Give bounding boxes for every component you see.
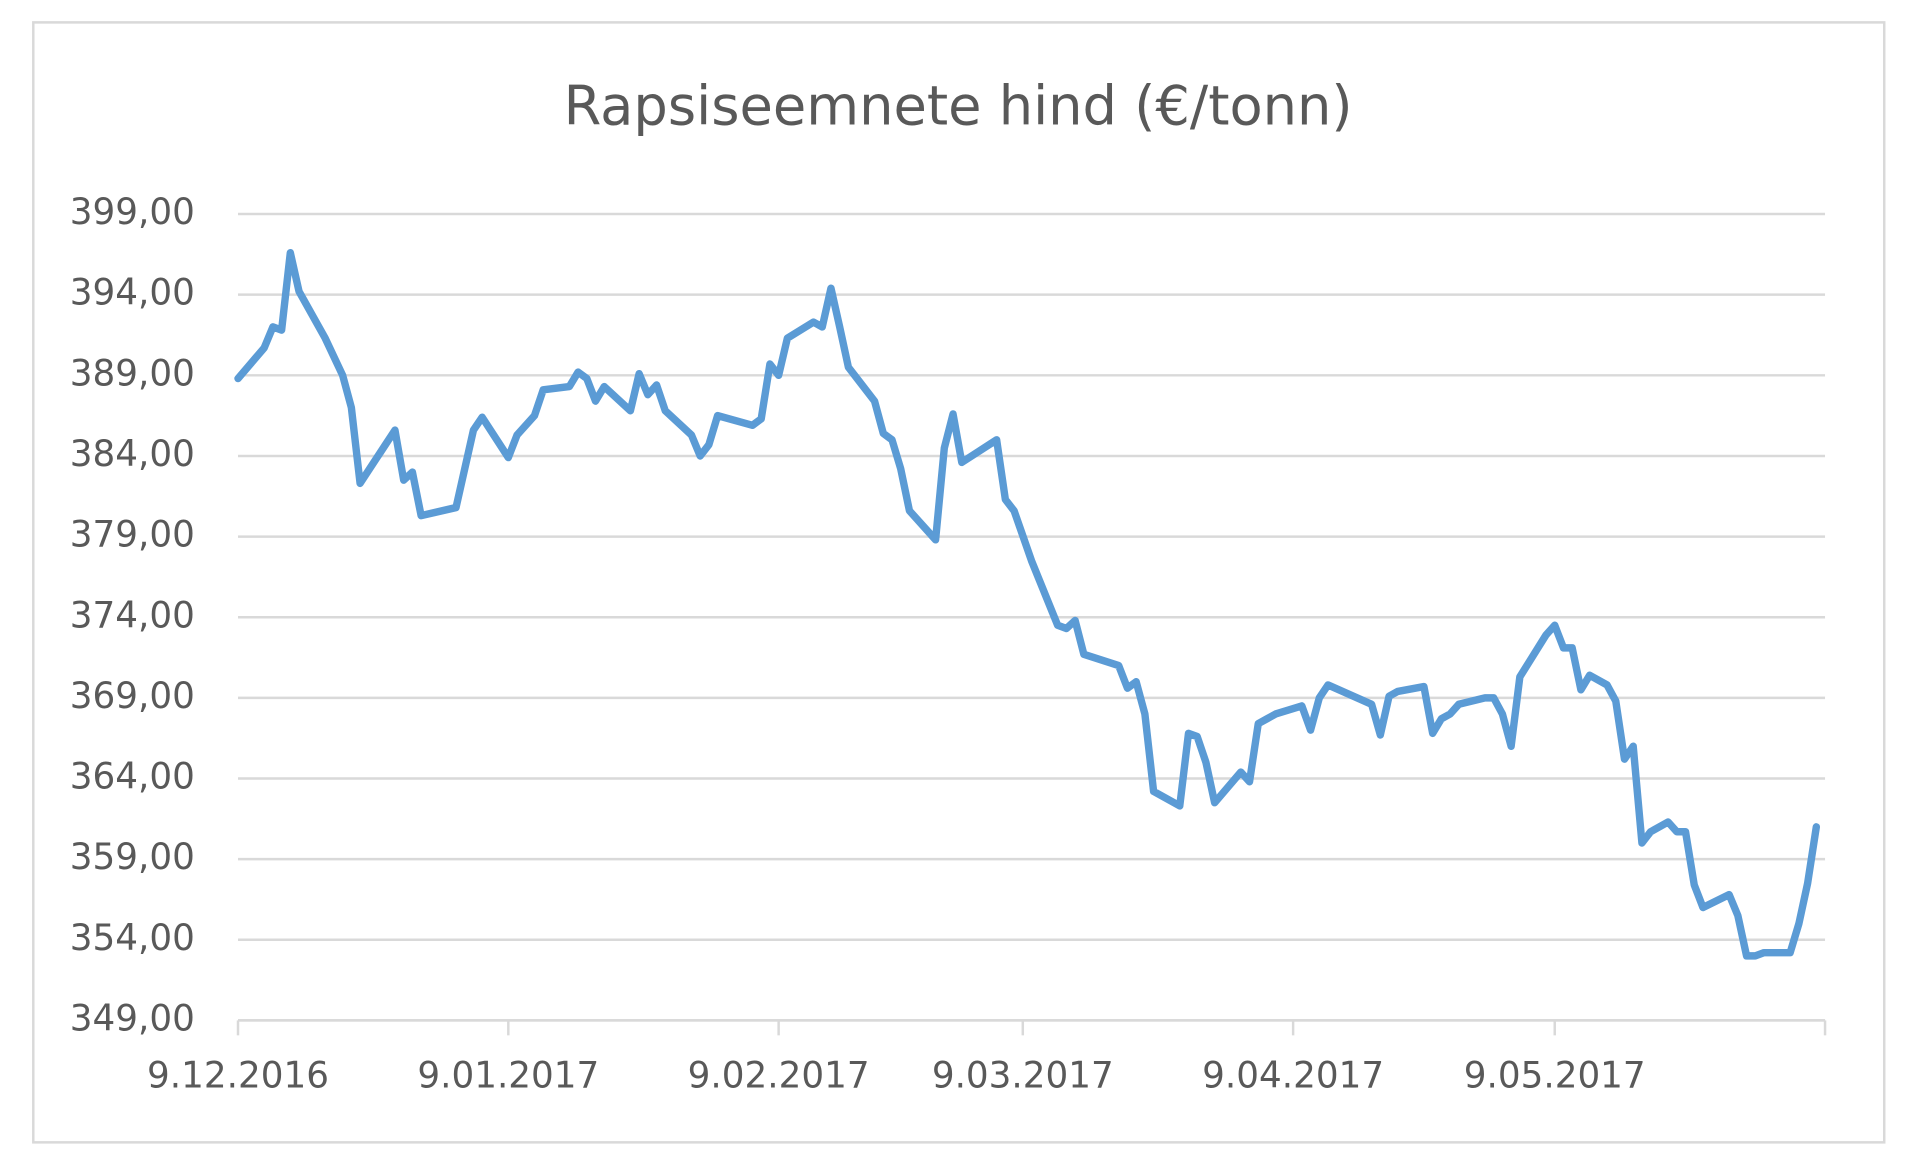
y-tick-label: 394,00 bbox=[70, 273, 195, 314]
x-tick-label: 9.05.2017 bbox=[1464, 1056, 1646, 1097]
y-tick-label: 364,00 bbox=[70, 756, 195, 797]
chart-title: Rapsiseemnete hind (€/tonn) bbox=[564, 73, 1353, 137]
y-tick-label: 389,00 bbox=[70, 353, 195, 394]
y-tick-label: 354,00 bbox=[70, 918, 195, 959]
x-tick-label: 9.02.2017 bbox=[688, 1056, 870, 1097]
chart-frame bbox=[32, 21, 1886, 1144]
line-series bbox=[234, 249, 1821, 960]
x-tick-label: 9.04.2017 bbox=[1202, 1056, 1384, 1097]
x-tick-label: 9.03.2017 bbox=[932, 1056, 1114, 1097]
y-tick-label: 359,00 bbox=[70, 837, 195, 878]
y-tick-label: 384,00 bbox=[70, 434, 195, 475]
x-tick-label: 9.12.2016 bbox=[147, 1056, 329, 1097]
y-tick-label: 399,00 bbox=[70, 192, 195, 233]
y-tick-label: 379,00 bbox=[70, 514, 195, 555]
y-tick-label: 374,00 bbox=[70, 595, 195, 636]
x-tick-label: 9.01.2017 bbox=[417, 1056, 599, 1097]
y-tick-label: 349,00 bbox=[70, 998, 195, 1039]
y-tick-label: 369,00 bbox=[70, 676, 195, 717]
